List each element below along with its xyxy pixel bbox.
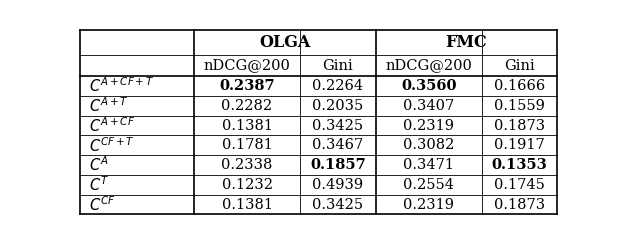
Text: 0.3560: 0.3560 (401, 79, 457, 93)
Text: 0.1381: 0.1381 (221, 197, 272, 212)
Text: 0.1559: 0.1559 (494, 99, 545, 113)
Text: 0.2338: 0.2338 (221, 158, 272, 172)
Text: 0.1232: 0.1232 (221, 178, 272, 192)
Text: 0.1917: 0.1917 (494, 138, 545, 152)
Text: OLGA: OLGA (259, 34, 310, 51)
Text: 0.2387: 0.2387 (219, 79, 275, 93)
Text: 0.1873: 0.1873 (494, 197, 545, 212)
Text: 0.2035: 0.2035 (312, 99, 363, 113)
Text: 0.4939: 0.4939 (312, 178, 363, 192)
Text: $C^{A+CF}$: $C^{A+CF}$ (90, 116, 136, 135)
Text: Gini: Gini (504, 59, 535, 73)
Text: $C^{CF+T}$: $C^{CF+T}$ (90, 136, 135, 155)
Text: $C^{A+T}$: $C^{A+T}$ (90, 96, 129, 115)
Text: 0.3425: 0.3425 (312, 119, 363, 133)
Text: $C^{A}$: $C^{A}$ (90, 156, 109, 174)
Text: 0.1381: 0.1381 (221, 119, 272, 133)
Text: 0.3471: 0.3471 (403, 158, 454, 172)
Text: 0.1857: 0.1857 (310, 158, 366, 172)
Text: 0.2319: 0.2319 (403, 119, 454, 133)
Text: 0.1353: 0.1353 (491, 158, 547, 172)
Text: 0.1745: 0.1745 (494, 178, 545, 192)
Text: 0.2264: 0.2264 (312, 79, 363, 93)
Text: $C^{A+CF+T}$: $C^{A+CF+T}$ (90, 77, 155, 95)
Text: 0.3425: 0.3425 (312, 197, 363, 212)
Text: 0.1781: 0.1781 (221, 138, 272, 152)
Text: 0.1873: 0.1873 (494, 119, 545, 133)
Text: 0.3082: 0.3082 (403, 138, 454, 152)
Text: nDCG@200: nDCG@200 (203, 59, 290, 73)
Text: FMC: FMC (446, 34, 488, 51)
Text: $C^{CF}$: $C^{CF}$ (90, 195, 116, 214)
Text: 0.3467: 0.3467 (312, 138, 363, 152)
Text: 0.2319: 0.2319 (403, 197, 454, 212)
Text: 0.2554: 0.2554 (403, 178, 454, 192)
Text: 0.3407: 0.3407 (403, 99, 454, 113)
Text: nDCG@200: nDCG@200 (385, 59, 472, 73)
Text: 0.2282: 0.2282 (221, 99, 272, 113)
Text: 0.1666: 0.1666 (494, 79, 545, 93)
Text: Gini: Gini (322, 59, 353, 73)
Text: $C^{T}$: $C^{T}$ (90, 175, 109, 194)
